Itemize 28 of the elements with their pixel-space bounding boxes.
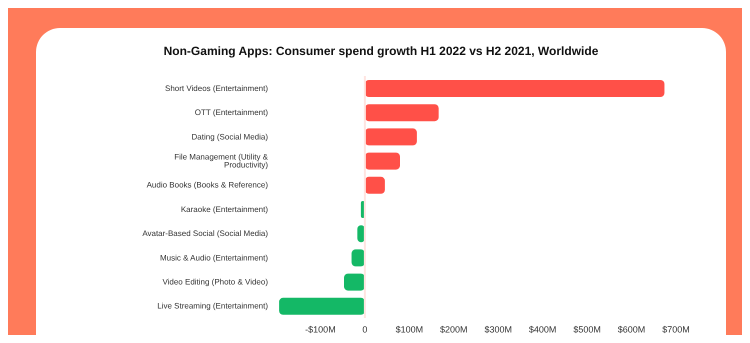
x-tick-label: 0 [362,324,368,334]
x-tick-label: -$100M [305,324,336,334]
x-tick-label: $400M [528,324,556,334]
bar [364,176,385,194]
bar [364,128,417,146]
bar [352,249,365,266]
bar [279,298,365,315]
x-tick-label: $600M [618,324,646,334]
y-tick-label: Karaoke (Entertainment) [180,204,268,214]
y-tick-label: Video Editing (Photo & Video) [162,278,268,287]
y-tick-label: Audio Books (Books & Reference) [146,180,268,190]
bar [344,274,365,291]
y-tick-label: OTT (Entertainment) [194,108,268,118]
x-tick-label: $700M [662,324,690,334]
y-tick-label: Dating (Social Media) [192,132,268,142]
chart-title: Non-Gaming Apps: Consumer spend growth H1 2022 vs H2 2021, Worldwide [162,44,600,58]
y-tick-label: Short Videos (Entertainment) [164,84,268,93]
x-tick-label: $200M [440,324,468,334]
x-tick-label: $100M [396,324,424,334]
bar [364,80,664,97]
bar [364,152,400,170]
bar [364,104,439,122]
y-tick-label: Music & Audio (Entertainment) [160,253,268,262]
y-tick-label: Avatar-Based Social (Social Media) [142,229,268,238]
x-tick-label: $300M [484,324,512,334]
y-tick-label: File Management (Utility & Productivity) [174,152,269,170]
y-tick-label: Live Streaming (Entertainment) [157,302,268,311]
x-tick-label: $500M [573,324,601,334]
